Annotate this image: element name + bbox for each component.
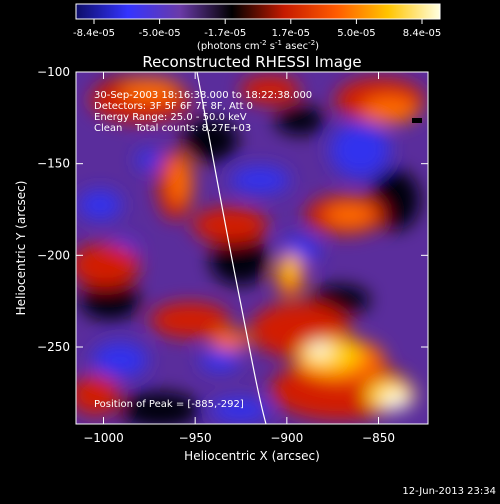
hxr-image — [76, 72, 428, 424]
x-tick-label: −850 — [362, 431, 395, 445]
colorbar-tick-label: -1.7e-05 — [204, 28, 246, 39]
colorbar: -8.4e-05 -5.0e-05 -1.7e-05 1.7e-05 5.0e-05 8.… — [73, 3, 441, 52]
info-line-time: 30-Sep-2003 18:16:38.000 to 18:22:38.000 — [94, 90, 312, 101]
x-tick-label: −900 — [270, 431, 303, 445]
colorbar-tick-label: 1.7e-05 — [272, 28, 310, 39]
info-line-detectors: Detectors: 3F 5F 6F 7F 8F, Att 0 — [94, 101, 253, 112]
x-tick-label: −1000 — [83, 431, 124, 445]
info-line-energy: Energy Range: 25.0 - 50.0 keV — [94, 112, 247, 123]
dark-spot — [412, 118, 422, 123]
colorbar-tick-label: 5.0e-05 — [337, 28, 375, 39]
y-tick-label: −200 — [37, 248, 70, 262]
x-axis-ticks: −1000 −950 −900 −850 — [83, 72, 395, 445]
y-axis-ticks: −100 −150 −200 −250 — [37, 65, 428, 354]
colorbar-unit-label: (photons cm-2 s-1 asec-2) — [197, 39, 319, 52]
y-tick-label: −150 — [37, 157, 70, 171]
colorbar-tick-label: -5.0e-05 — [139, 28, 181, 39]
colorbar-tick-label: -8.4e-05 — [73, 28, 115, 39]
y-tick-label: −250 — [37, 340, 70, 354]
peak-position-label: Position of Peak = [-885,-292] — [94, 399, 244, 410]
solar-limb-curve — [196, 72, 267, 424]
y-axis-label: Heliocentric Y (arcsec) — [14, 181, 28, 316]
info-line-clean: Clean Total counts: 8.27E+03 — [94, 123, 251, 134]
colorbar-ticks: -8.4e-05 -5.0e-05 -1.7e-05 1.7e-05 5.0e-05 8.… — [73, 19, 441, 39]
x-tick-label: −950 — [179, 431, 212, 445]
plot-title: Reconstructed RHESSI Image — [142, 53, 361, 71]
x-axis-label: Heliocentric X (arcsec) — [184, 449, 320, 463]
observation-info: 30-Sep-2003 18:16:38.000 to 18:22:38.000… — [94, 90, 312, 134]
colorbar-tick-label: 8.4e-05 — [403, 28, 441, 39]
footer-date: 12-Jun-2013 23:34 — [402, 486, 496, 497]
plot-frame — [75, 71, 429, 425]
colorbar-gradient — [75, 3, 441, 20]
y-tick-label: −100 — [37, 65, 70, 79]
